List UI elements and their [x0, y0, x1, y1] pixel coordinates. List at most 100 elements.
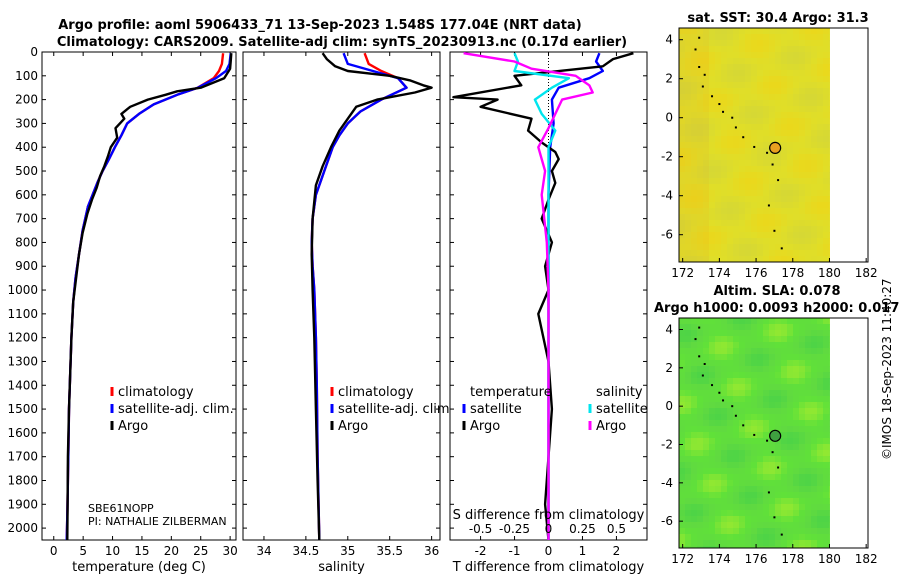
sla-field-cell	[751, 438, 758, 445]
sla-field-cell	[751, 510, 758, 517]
sst-ytick-label: 2	[665, 72, 673, 86]
sla-field-cell	[709, 348, 716, 355]
sla-field-cell	[769, 546, 776, 549]
sst-field-cell	[757, 40, 764, 47]
sla-field-cell	[829, 378, 830, 385]
sla-field-cell	[715, 516, 722, 523]
sst-field-cell	[817, 166, 824, 173]
sla-field-cell	[739, 336, 746, 343]
sla-field-cell	[769, 372, 776, 379]
sst-field-cell	[703, 124, 710, 131]
sla-field-cell	[811, 516, 818, 523]
sla-field-cell	[769, 330, 776, 337]
sla-field-cell	[805, 420, 812, 427]
sst-field-cell	[829, 106, 830, 113]
depth-tick-label: 2000	[7, 521, 38, 535]
sla-field-cell	[763, 426, 770, 433]
sst-field-cell	[829, 142, 830, 149]
sst-field-cell	[775, 220, 782, 227]
sla-field-cell	[703, 396, 710, 403]
sla-field-cell	[799, 348, 806, 355]
sla-field-cell	[769, 510, 776, 517]
sla-field-cell	[829, 534, 830, 541]
sla-field-cell	[823, 336, 830, 343]
sst-field-cell	[745, 166, 752, 173]
sla-field-cell	[775, 498, 782, 505]
sst-field-cell	[775, 178, 782, 185]
sst-field-cell	[763, 172, 770, 179]
sla-field-cell	[781, 402, 788, 409]
sst-field-cell	[787, 112, 794, 119]
sst-field-cell	[703, 172, 710, 179]
sla-field-cell	[805, 492, 812, 499]
sst-field-cell	[685, 124, 692, 131]
sla-field-cell	[775, 492, 782, 499]
sla-field-cell	[751, 372, 758, 379]
sst-field-cell	[805, 166, 812, 173]
sla-field-cell	[697, 372, 704, 379]
sst-field-cell	[679, 172, 686, 179]
sla-field-cell	[793, 426, 800, 433]
sst-field-cell	[709, 58, 716, 65]
sla-field-cell	[685, 462, 692, 469]
sst-field-cell	[739, 100, 746, 107]
sla-field-cell	[703, 324, 710, 331]
sst-field-cell	[775, 154, 782, 161]
sst-field-cell	[721, 184, 728, 191]
sst-field-cell	[727, 148, 734, 155]
sst-field-cell	[739, 214, 746, 221]
sla-field-cell	[793, 342, 800, 349]
sst-field-cell	[829, 40, 830, 47]
sst-field-cell	[781, 226, 788, 233]
sst-field-cell	[823, 88, 830, 95]
sla-field-cell	[745, 402, 752, 409]
sla-field-cell	[781, 432, 788, 439]
sst-field-cell	[763, 124, 770, 131]
sst-field-cell	[691, 244, 698, 251]
sst-field-cell	[829, 184, 830, 191]
sla-field-cell	[829, 354, 830, 361]
sst-field-cell	[703, 190, 710, 197]
sst-field-cell	[799, 208, 806, 215]
sst-field-cell	[727, 172, 734, 179]
sla-field-cell	[787, 432, 794, 439]
diff-xlabel: T difference from climatology	[452, 560, 645, 575]
sla-field-cell	[811, 402, 818, 409]
sst-field-cell	[697, 70, 704, 77]
sla-field-cell	[763, 534, 770, 541]
sst-field-cell	[739, 34, 746, 41]
sst-field-cell	[715, 244, 722, 251]
sla-field-cell	[745, 444, 752, 451]
sla-field-cell	[703, 348, 710, 355]
sst-field-cell	[787, 142, 794, 149]
sst-field-cell	[721, 148, 728, 155]
sla-field-cell	[745, 360, 752, 367]
sst-field-cell	[721, 46, 728, 53]
sst-field-cell	[793, 46, 800, 53]
sst-field-cell	[757, 208, 764, 215]
sla-field-cell	[787, 468, 794, 475]
sla-field-cell	[715, 486, 722, 493]
sla-field-cell	[697, 492, 704, 499]
sla-field-cell	[691, 540, 698, 547]
sst-xtick-label: 178	[781, 266, 804, 280]
sst-field-cell	[721, 64, 728, 71]
sst-field-cell	[733, 70, 740, 77]
depth-tick-label: 300	[15, 116, 38, 130]
sla-field-cell	[733, 534, 740, 541]
sst-field-cell	[805, 106, 812, 113]
sla-field-cell	[823, 540, 830, 547]
sst-field-cell	[769, 220, 776, 227]
sla-field-cell	[757, 534, 764, 541]
sla-field-cell	[739, 384, 746, 391]
sst-field-cell	[745, 118, 752, 125]
sst-field-cell	[703, 196, 710, 203]
sla-field-cell	[679, 528, 686, 535]
sst-field-cell	[781, 82, 788, 89]
sst-field-cell	[715, 88, 722, 95]
depth-tick-label: 1400	[7, 378, 38, 392]
sst-field-cell	[721, 58, 728, 65]
sla-field-cell	[733, 348, 740, 355]
sst-field-cell	[709, 148, 716, 155]
sla-field-cell	[697, 330, 704, 337]
